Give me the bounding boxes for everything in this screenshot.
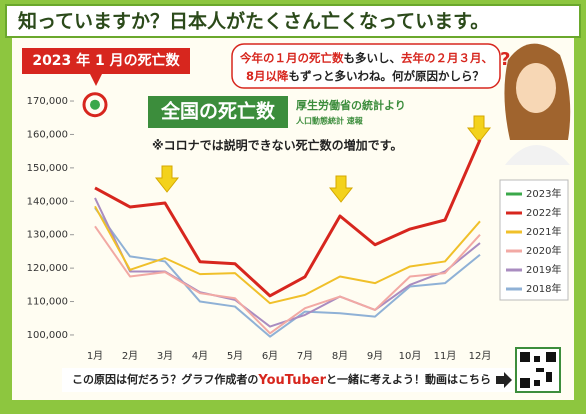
y-tick-label: 170,000 bbox=[27, 96, 68, 107]
chart-title: 全国の死亡数 bbox=[160, 100, 276, 123]
legend-label: 2019年 bbox=[526, 263, 561, 276]
page-title: 知っていますか？日本人がたくさん亡くなっています。 bbox=[18, 10, 489, 33]
speech-part: 去年の２月３月、 bbox=[401, 51, 493, 65]
footer-part: と一緒に考えよう！動画はこちら bbox=[326, 372, 491, 386]
y-tick-label: 160,000 bbox=[27, 129, 68, 140]
footer-part: この原因は何だろう？グラフ作成者の bbox=[72, 372, 258, 386]
x-tick-label: 3月 bbox=[157, 350, 173, 362]
callout-box bbox=[22, 48, 190, 74]
annotation: ※コロナでは説明できない死亡数の増加です。 bbox=[152, 138, 402, 153]
legend-label: 2021年 bbox=[526, 225, 561, 238]
speech-part: も多いし、 bbox=[344, 51, 402, 65]
y-tick-label: 130,000 bbox=[27, 230, 68, 241]
legend-label: 2023年 bbox=[526, 187, 561, 200]
series-line bbox=[94, 139, 482, 298]
qr-code bbox=[515, 347, 561, 393]
footer-band bbox=[62, 368, 514, 392]
data-point bbox=[90, 99, 100, 110]
chart-title-box bbox=[148, 96, 288, 128]
legend-label: 2018年 bbox=[526, 282, 561, 295]
down-arrows bbox=[154, 115, 492, 203]
y-tick-label: 150,000 bbox=[27, 163, 68, 174]
x-tick-label: 1月 bbox=[87, 350, 103, 362]
speech-part: もずっと多いわね。何が原因かしら？ bbox=[289, 69, 485, 83]
series-line bbox=[94, 225, 481, 335]
x-tick-label: 6月 bbox=[262, 350, 278, 362]
y-tick-label: 120,000 bbox=[27, 263, 68, 274]
speech-line: 今年の１月の死亡数も多いし、去年の２月３月、 bbox=[239, 51, 493, 65]
chart-source: 人口動態統計 速報 bbox=[296, 116, 364, 126]
legend-label: 2020年 bbox=[526, 244, 561, 257]
speech-part: 今年の１月の死亡数 bbox=[239, 51, 344, 65]
chart-subtitle: 厚生労働省の統計より bbox=[296, 98, 406, 112]
x-tick-label: 7月 bbox=[297, 350, 313, 362]
x-tick-label: 4月 bbox=[192, 350, 208, 362]
footer-arrow bbox=[496, 372, 512, 388]
speech-part: 8月以降 bbox=[246, 69, 289, 83]
footer-part: YouTuber bbox=[257, 373, 326, 388]
x-tick-label: 12月 bbox=[469, 350, 492, 362]
x-tick-label: 5月 bbox=[227, 350, 243, 362]
x-tick-label: 11月 bbox=[434, 350, 457, 362]
y-tick-label: 110,000 bbox=[27, 297, 68, 308]
legend-label: 2022年 bbox=[526, 206, 561, 219]
x-tick-label: 2月 bbox=[122, 350, 138, 362]
speech-bubble bbox=[231, 43, 501, 89]
x-tick-label: 8月 bbox=[332, 350, 348, 362]
x-tick-label: 10月 bbox=[399, 350, 422, 362]
y-tick-label: 100,000 bbox=[27, 330, 68, 341]
callout-arrow bbox=[90, 74, 102, 86]
svg-text:?: ? bbox=[500, 49, 510, 70]
point-highlight bbox=[82, 92, 108, 118]
callout: 2023 年 1 月の死亡数 bbox=[32, 52, 180, 69]
series-line bbox=[94, 205, 481, 305]
y-tick-label: 140,000 bbox=[27, 196, 68, 207]
character: ? bbox=[500, 43, 571, 165]
legend-box bbox=[499, 179, 569, 301]
footer-line: この原因は何だろう？グラフ作成者のYouTuberと一緒に考えよう！動画はこちら bbox=[72, 372, 491, 388]
speech-line: 8月以降もずっと多いわね。何が原因かしら？ bbox=[246, 69, 484, 83]
x-tick-label: 9月 bbox=[367, 350, 383, 362]
title-band bbox=[5, 4, 581, 38]
